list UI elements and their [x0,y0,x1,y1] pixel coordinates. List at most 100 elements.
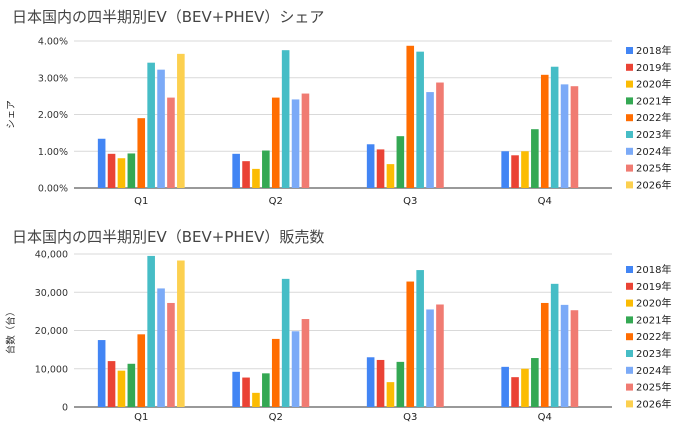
share-chart-canvas: 0.00% 1.00% 2.00% 3.00% 4.00% シェア Q1 Q2 Q3 Q4 2018… [6,37,671,208]
bar-q3-6 [416,51,424,188]
category-label: Q1 [134,196,148,207]
bar-q3-1 [366,144,375,188]
bar-q3-8 [436,82,444,188]
legend-label: 2026年 [636,178,671,191]
legend-swatch [626,147,633,155]
bar-q2-6 [281,278,290,407]
y-tick-label: 30,000 [35,288,68,299]
bar-q2-3 [252,392,260,407]
legend-swatch [626,131,633,138]
bar-q1-8 [167,302,175,407]
legend-label: 2025年 [636,162,671,175]
category-label: Q2 [269,196,283,207]
legend-label: 2020年 [636,78,671,91]
bar-q2-4 [262,150,270,188]
y-tick-label: 0 [62,403,68,414]
legend-swatch [626,97,633,105]
bar-q3-7 [426,92,434,188]
bar-q2-5 [271,97,280,188]
bar-q2-7 [291,99,300,188]
legend-label: 2024年 [636,145,671,158]
bar-q2-1 [232,153,240,188]
category-label: Q1 [134,412,148,423]
bar-q4-2 [511,377,519,407]
category-label: Q2 [269,412,283,423]
legend-swatch [626,114,633,122]
bar-q1-6 [147,62,155,189]
legend-swatch [626,47,633,54]
bar-q3-1 [366,357,375,407]
legend-swatch [626,282,633,290]
bar-q4-5 [540,74,549,188]
legend-label: 2018年 [636,263,671,276]
legend-label: 2018年 [636,44,671,57]
legend-swatch [626,366,633,374]
chart-title: 日本国内の四半期別EV（BEV+PHEV）シェア [12,8,325,26]
bar-q3-7 [426,309,434,407]
bar-q1-5 [137,118,146,188]
y-tick-label: 2.00% [38,110,68,121]
bar-q1-8 [167,97,175,188]
bar-q3-3 [386,164,395,188]
bar-q1-6 [147,255,155,407]
bar-q2-5 [271,338,280,407]
bar-q1-2 [107,361,116,407]
legend-swatch [626,333,633,341]
bar-q3-5 [406,45,415,189]
bar-q4-4 [531,129,539,188]
bar-q4-3 [521,368,529,407]
bar-q1-7 [157,288,165,407]
bar-q1-9 [177,53,185,188]
legend-swatch [626,316,633,324]
y-tick-label: 40,000 [35,250,68,261]
bar-q1-5 [137,334,146,407]
bar-q1-9 [177,260,185,407]
legend-label: 2021年 [636,313,671,326]
legend-swatch [626,299,633,307]
legend-swatch [626,266,633,273]
bar-q3-2 [376,359,385,407]
bar-q4-6 [550,283,559,407]
bar-q3-5 [406,281,415,407]
bar-q1-3 [117,158,126,188]
bar-q4-8 [570,86,579,188]
y-tick-label: 10,000 [35,364,68,375]
sales-chart-canvas: 0 10,000 20,000 30,000 40,000 台数（台） Q1 Q2 Q3 Q4 20… [5,250,671,424]
bar-q2-2 [242,161,250,188]
legend-label: 2019年 [636,61,671,74]
bar-q4-1 [501,366,509,407]
bar-q3-8 [436,304,444,407]
bar-q3-4 [396,136,405,188]
category-label: Q4 [538,412,552,423]
bar-q4-2 [511,155,519,188]
legend-swatch [626,181,633,189]
legend-label: 2024年 [636,364,671,377]
bar-q1-1 [97,138,106,188]
bar-q2-4 [262,373,270,407]
legend-label: 2022年 [636,330,671,343]
bar-q2-7 [291,331,300,407]
legend-swatch [626,350,633,357]
y-tick-label: 0.00% [38,184,68,195]
legend-label: 2021年 [636,94,671,107]
bar-q2-3 [252,168,260,188]
share-chart: 日本国内の四半期別EV（BEV+PHEV）シェア 0.00% 1.00% 2.00%… [0,0,690,214]
legend-swatch [626,63,633,71]
bar-q3-2 [376,149,385,188]
category-label: Q4 [538,196,552,207]
bar-q4-7 [560,84,569,188]
legend-swatch [626,383,633,391]
y-tick-label: 20,000 [35,326,68,337]
category-label: Q3 [403,412,417,423]
bar-q1-7 [157,69,165,188]
bar-q2-6 [281,50,290,188]
legend-label: 2026年 [636,397,671,410]
bar-q2-2 [242,377,250,407]
chart-title: 日本国内の四半期別EV（BEV+PHEV）販売数 [12,228,325,246]
legend-label: 2020年 [636,297,671,310]
y-tick-label: 3.00% [38,73,68,84]
legend-label: 2022年 [636,111,671,124]
legend-swatch [626,164,633,172]
bar-q3-6 [416,270,424,407]
bar-q1-4 [127,363,136,407]
